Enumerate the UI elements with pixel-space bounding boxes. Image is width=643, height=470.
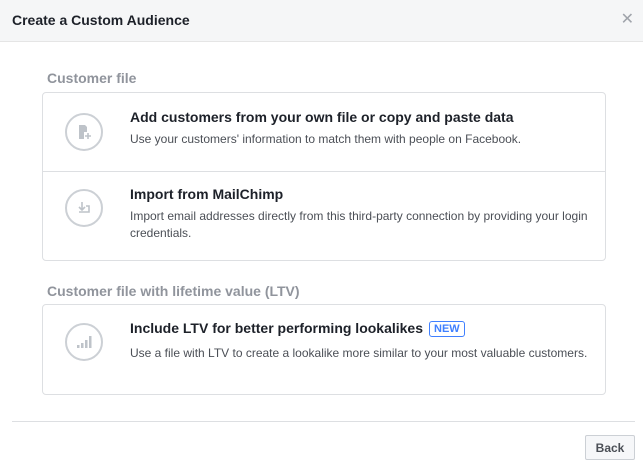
new-badge: NEW	[429, 321, 465, 337]
option-description: Import email addresses directly from thi…	[130, 209, 588, 240]
customer-file-card: Add customers from your own file or copy…	[42, 92, 606, 261]
close-icon[interactable]: ✕	[620, 11, 634, 28]
option-include-ltv[interactable]: Include LTV for better performing lookal…	[43, 305, 605, 394]
footer-divider	[12, 421, 635, 422]
option-title: Add customers from your own file or copy…	[130, 109, 514, 125]
option-title-text: Include LTV for better performing lookal…	[130, 320, 424, 336]
bar-chart-icon	[65, 323, 103, 361]
section-label-ltv: Customer file with lifetime value (LTV)	[47, 283, 300, 299]
dialog-title: Create a Custom Audience	[12, 12, 190, 28]
option-import-mailchimp[interactable]: Import from MailChimp Import email addre…	[43, 172, 605, 260]
import-icon	[65, 189, 103, 227]
option-description: Use a file with LTV to create a lookalik…	[130, 346, 588, 360]
dialog-header: Create a Custom Audience ✕	[0, 0, 643, 42]
file-add-icon	[65, 113, 103, 151]
option-add-customers-file[interactable]: Add customers from your own file or copy…	[43, 93, 605, 172]
option-title: Import from MailChimp	[130, 186, 284, 202]
back-button[interactable]: Back	[585, 435, 635, 460]
ltv-card: Include LTV for better performing lookal…	[42, 304, 606, 395]
option-description: Use your customers' information to match…	[130, 132, 522, 146]
section-label-customer-file: Customer file	[47, 70, 137, 86]
option-title: Include LTV for better performing lookal…	[130, 320, 465, 337]
